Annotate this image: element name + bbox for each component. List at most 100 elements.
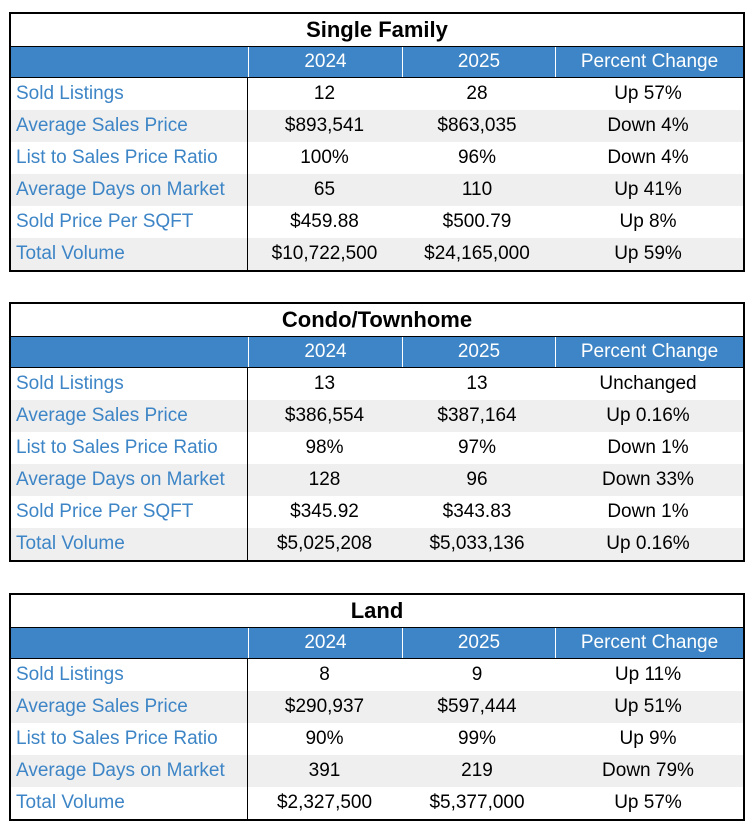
row-label: Average Days on Market (11, 464, 248, 496)
table-row: Sold Price Per SQFT $345.92 $343.83 Down 1% (11, 496, 743, 528)
table-row: Sold Listings 12 28 Up 57% (11, 78, 743, 110)
table-row: Sold Price Per SQFT $459.88 $500.79 Up 8% (11, 206, 743, 238)
cell-percent-change: Up 57% (614, 83, 682, 104)
table-header: 2024 2025 Percent Change (11, 628, 743, 659)
cell-percent-change: Up 8% (619, 211, 677, 232)
header-cell-2025: 2025 (403, 47, 556, 77)
cell-percent-change: Up 0.16% (606, 533, 690, 554)
cell-2024: $345.92 (290, 501, 359, 522)
cell-2024: $2,327,500 (276, 792, 373, 813)
table-body: Sold Listings 12 28 Up 57% Average Sales Pri… (11, 78, 743, 270)
table-row: Total Volume $5,025,208 $5,033,136 Up 0.16% (11, 528, 743, 560)
cell-percent-change: Up 57% (614, 792, 682, 813)
cell-2025: 13 (466, 373, 488, 394)
table-condo-townhome: Condo/Townhome 2024 2025 Percent Change … (9, 302, 745, 562)
cell-percent-change: Up 11% (614, 664, 682, 685)
header-cell-label (11, 628, 249, 658)
cell-2025: 97% (457, 437, 497, 458)
cell-2024: $10,722,500 (271, 243, 378, 264)
row-label: Average Days on Market (11, 174, 248, 206)
cell-2024: 65 (313, 179, 336, 200)
cell-2024: $5,025,208 (276, 533, 373, 554)
cell-2025: $5,377,000 (429, 792, 525, 813)
header-cell-label (11, 47, 249, 77)
row-label: Average Sales Price (11, 691, 248, 723)
row-label: Average Sales Price (11, 400, 248, 432)
table-land: Land 2024 2025 Percent Change Sold Listi… (9, 593, 745, 821)
table-row: Average Sales Price $386,554 $387,164 Up 0.… (11, 400, 743, 432)
table-row: Average Sales Price $290,937 $597,444 Up 51… (11, 691, 743, 723)
cell-percent-change: Down 1% (607, 437, 689, 458)
row-label: Sold Listings (11, 659, 248, 691)
header-cell-2025: 2025 (403, 628, 556, 658)
table-row: Sold Listings 13 13 Unchanged (11, 368, 743, 400)
cell-2025: $597,444 (437, 696, 517, 717)
row-label: List to Sales Price Ratio (11, 432, 248, 464)
cell-percent-change: Down 1% (607, 501, 689, 522)
header-cell-label (11, 337, 249, 367)
cell-2025: 110 (461, 179, 493, 200)
cell-2024: 12 (313, 83, 336, 104)
row-label: Total Volume (11, 238, 248, 270)
header-cell-percent-change: Percent Change (580, 51, 719, 72)
header-cell-2024: 2024 (249, 337, 403, 367)
table-single-family: Single Family 2024 2025 Percent Change S… (9, 12, 745, 272)
header-cell-2025: 2025 (403, 337, 556, 367)
cell-percent-change: Down 4% (607, 147, 689, 168)
cell-percent-change: Down 4% (607, 115, 689, 136)
cell-2025: $863,035 (437, 115, 517, 136)
table-row: Average Days on Market 128 96 Down 33% (11, 464, 743, 496)
row-label: List to Sales Price Ratio (11, 723, 248, 755)
row-label: Average Sales Price (11, 110, 248, 142)
row-label: Sold Price Per SQFT (11, 206, 248, 238)
cell-2025: $500.79 (442, 211, 512, 232)
cell-2024: 98% (305, 437, 344, 458)
cell-percent-change: Up 41% (614, 179, 682, 200)
cell-2024: $459.88 (290, 211, 359, 232)
cell-2024: 100% (300, 147, 349, 168)
cell-percent-change: Up 0.16% (606, 405, 690, 426)
row-label: Total Volume (11, 528, 248, 560)
cell-2025: $343.83 (442, 501, 512, 522)
row-label: Sold Listings (11, 78, 248, 110)
cell-percent-change: Unchanged (599, 373, 697, 394)
table-header: 2024 2025 Percent Change (11, 47, 743, 78)
cell-2025: $24,165,000 (424, 243, 530, 264)
table-title: Condo/Townhome (11, 304, 743, 337)
table-row: Average Days on Market 391 219 Down 79% (11, 755, 743, 787)
cell-2025: 9 (471, 664, 483, 685)
table-row: List to Sales Price Ratio 100% 96% Down 4% (11, 142, 743, 174)
cell-2025: 99% (457, 728, 497, 749)
row-label: Average Days on Market (11, 755, 248, 787)
header-cell-percent-change: Percent Change (580, 341, 719, 362)
table-row: Sold Listings 8 9 Up 11% (11, 659, 743, 691)
cell-2024: 13 (313, 373, 336, 394)
header-cell-2024: 2024 (249, 47, 403, 77)
row-label: Total Volume (11, 787, 248, 819)
cell-2024: 8 (319, 664, 330, 685)
cell-2024: 391 (308, 760, 341, 781)
cell-2024: 90% (305, 728, 344, 749)
cell-percent-change: Down 33% (602, 469, 694, 490)
cell-percent-change: Up 9% (619, 728, 677, 749)
cell-2025: 96 (466, 469, 488, 490)
table-row: List to Sales Price Ratio 98% 97% Down 1% (11, 432, 743, 464)
table-body: Sold Listings 13 13 Unchanged Average Sales … (11, 368, 743, 560)
cell-2025: $5,033,136 (429, 533, 525, 554)
cell-2024: $386,554 (284, 405, 365, 426)
cell-percent-change: Up 51% (614, 696, 682, 717)
row-label: Sold Listings (11, 368, 248, 400)
table-title: Land (11, 595, 743, 628)
table-row: Average Sales Price $893,541 $863,035 Down … (11, 110, 743, 142)
row-label: List to Sales Price Ratio (11, 142, 248, 174)
cell-2025: $387,164 (437, 405, 517, 426)
cell-2024: 128 (308, 469, 341, 490)
table-row: Total Volume $10,722,500 $24,165,000 Up 59% (11, 238, 743, 270)
table-row: Total Volume $2,327,500 $5,377,000 Up 57% (11, 787, 743, 819)
header-cell-2024: 2024 (249, 628, 403, 658)
cell-2024: $893,541 (284, 115, 365, 136)
cell-percent-change: Up 59% (614, 243, 682, 264)
cell-2025: 96% (457, 147, 497, 168)
table-title: Single Family (11, 14, 743, 47)
cell-2025: 219 (461, 760, 493, 781)
